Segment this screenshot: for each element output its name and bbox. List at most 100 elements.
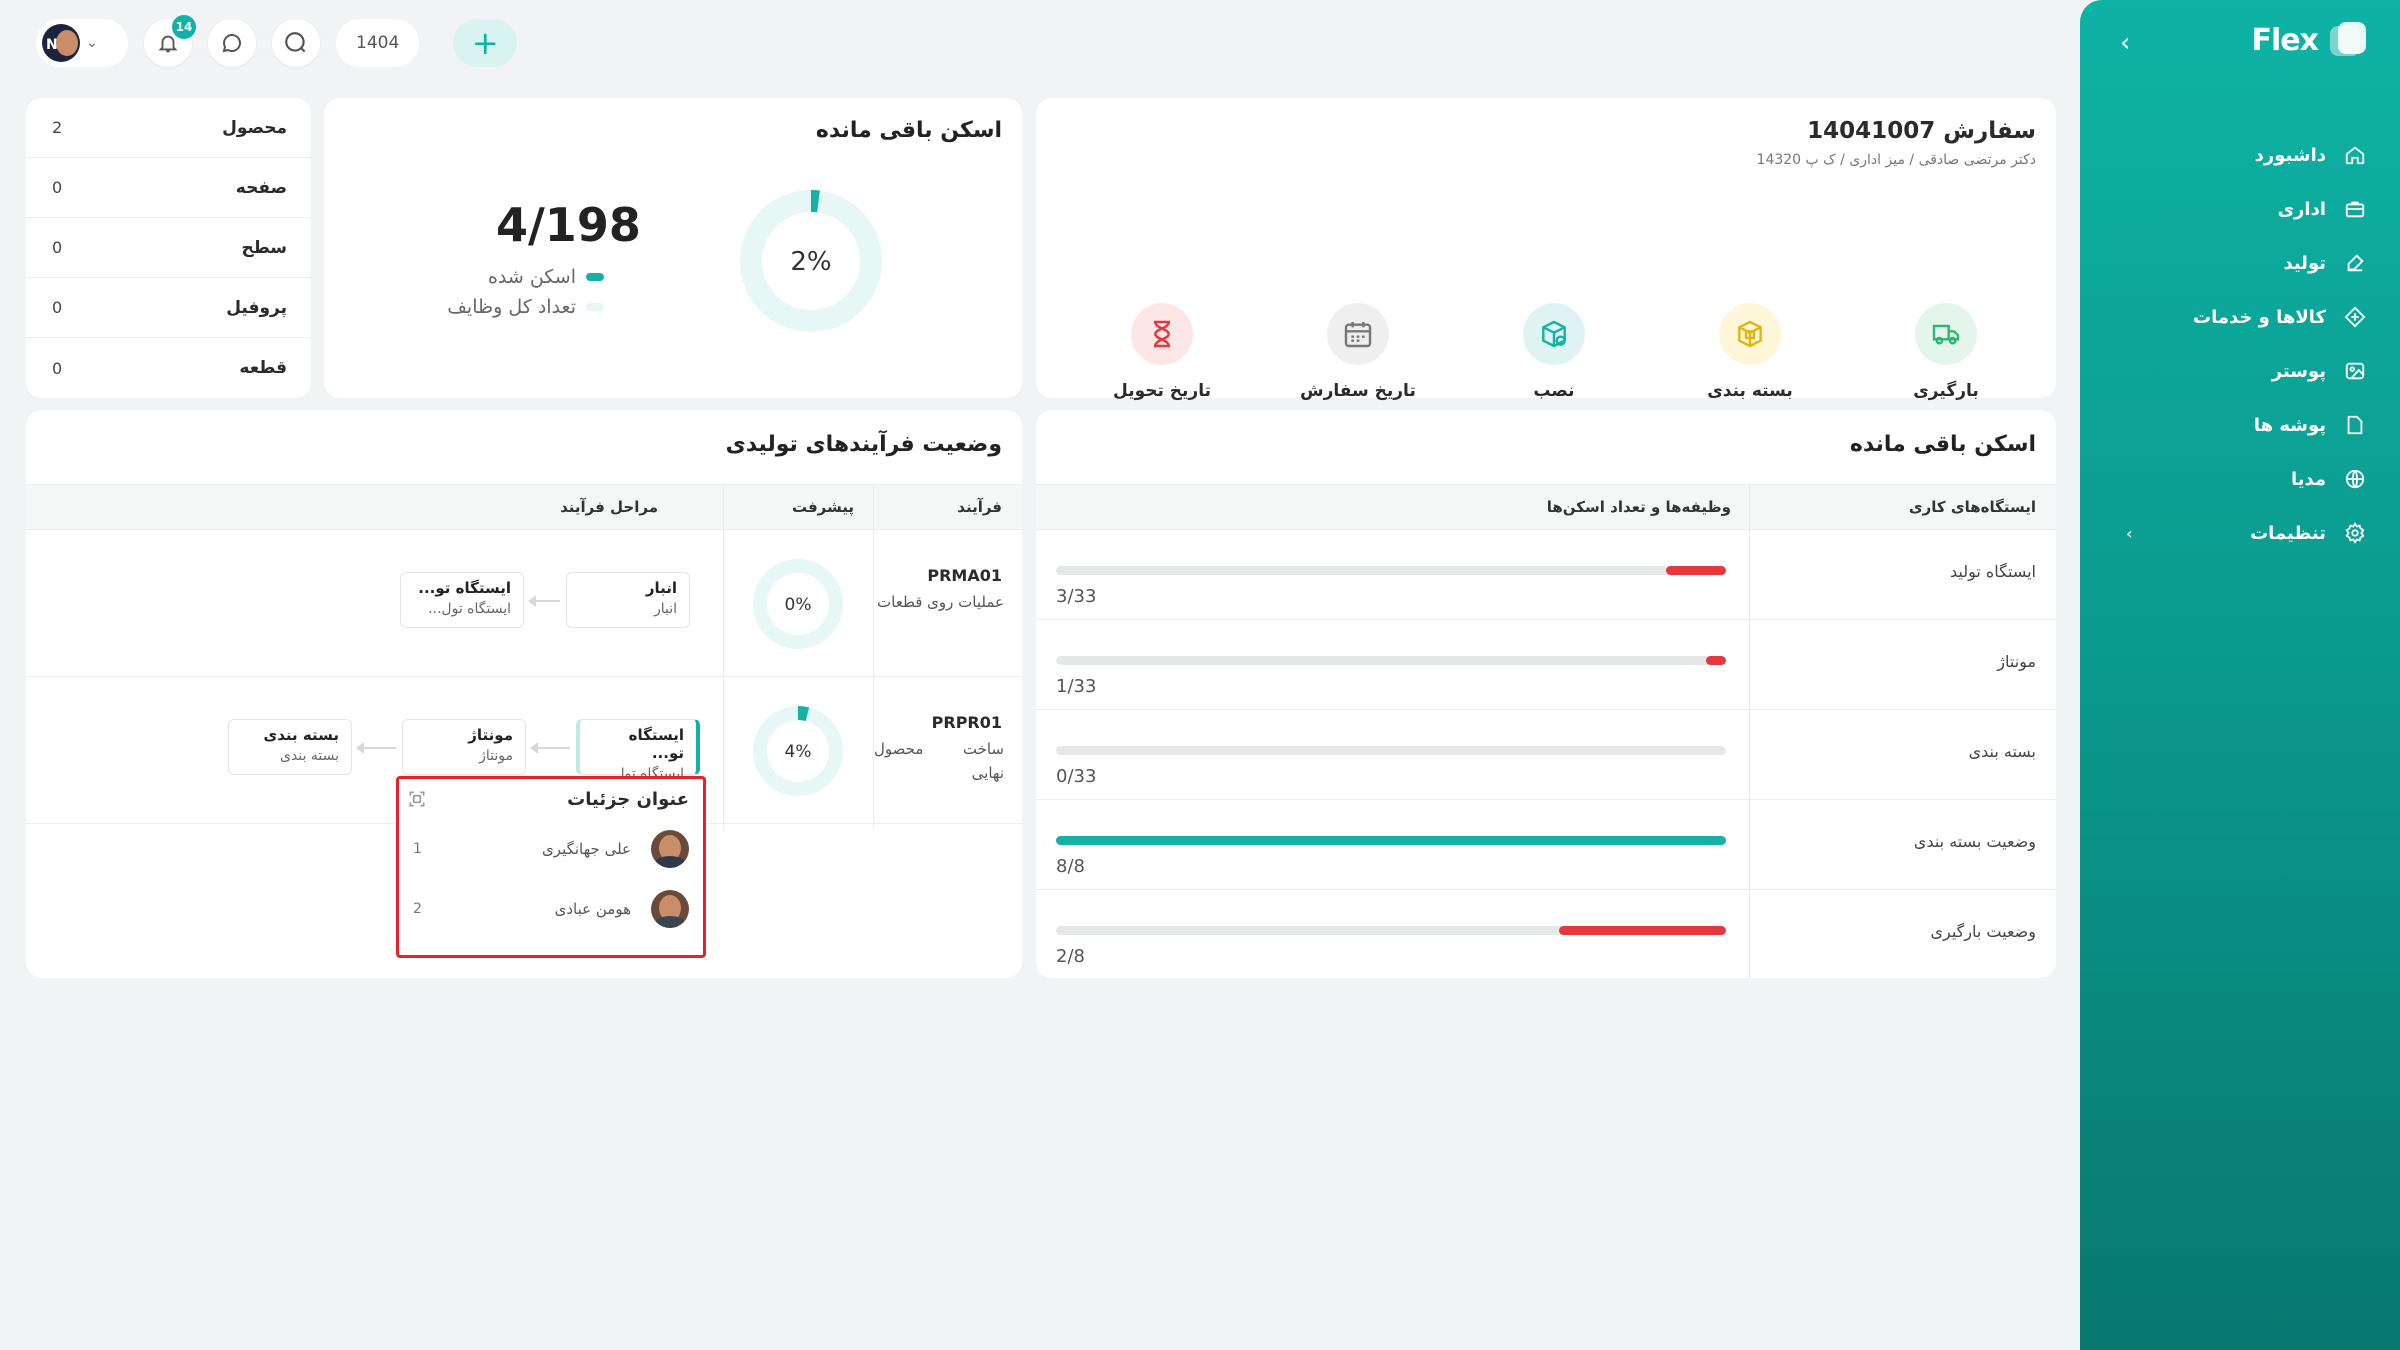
- process-row: PRMA01 عملیات روی قطعات 0% انبار انبار ایستگا…: [26, 530, 1022, 677]
- avatar: N: [42, 24, 80, 62]
- sidebar-item-label: تنظیمات: [2250, 522, 2326, 544]
- process-code: PRPR01: [931, 713, 1002, 732]
- install-icon: [1542, 320, 1566, 348]
- count-value: 0: [52, 238, 63, 257]
- media-icon: [2345, 469, 2365, 489]
- products-icon: [2344, 306, 2366, 328]
- sidebar-item-folders[interactable]: پوشه ها: [2126, 398, 2366, 452]
- popup-user-name: هومن عبادی: [554, 900, 631, 918]
- process-step-node[interactable]: بسته بندی بسته بندی: [228, 719, 352, 775]
- scan-summary-title: اسکن باقی مانده: [815, 118, 1002, 143]
- sidebar-item-poster[interactable]: پوستر: [2126, 344, 2366, 398]
- sidebar-collapse-button[interactable]: ‹: [2120, 28, 2131, 58]
- order-subtitle: دکتر مرتضی صادقی / میز اداری / ک پ 14320: [1756, 152, 2036, 168]
- count-row[interactable]: 0 قطعه: [26, 338, 311, 398]
- col-steps: مراحل فرآیند: [560, 498, 658, 516]
- station-value: 8/8: [1056, 856, 1085, 877]
- sidebar-item-production[interactable]: تولید: [2126, 236, 2366, 290]
- order-title: سفارش 14041007: [1807, 118, 2036, 144]
- logo-icon: [2330, 22, 2366, 58]
- station-progress-track: [1056, 836, 1726, 845]
- sidebar-item-media[interactable]: مدیا: [2126, 452, 2366, 506]
- logo: Flex: [2252, 22, 2366, 58]
- count-row[interactable]: 0 پروفیل: [26, 278, 311, 338]
- row-divider: [26, 676, 1022, 677]
- user-menu[interactable]: N ⌄: [36, 19, 128, 67]
- sidebar-nav: داشبورد اداری تولید کالاها و خدمات پوستر…: [2126, 128, 2366, 560]
- sidebar-item-dashboard[interactable]: داشبورد: [2126, 128, 2366, 182]
- search-button[interactable]: [272, 19, 320, 67]
- node-sub: ایستگاه تول...: [428, 601, 511, 617]
- chat-icon: [222, 34, 241, 53]
- node-title: ایستگاه تو...: [628, 726, 684, 762]
- column-divider: [723, 484, 724, 830]
- sidebar-item-label: پوشه ها: [2253, 414, 2326, 436]
- node-sub: بسته بندی: [280, 748, 339, 764]
- settings-icon: [2345, 522, 2365, 544]
- node-title: مونتاژ: [468, 726, 513, 744]
- count-row[interactable]: 0 سطح: [26, 218, 311, 278]
- production-icon: [2347, 254, 2364, 272]
- station-progress-track: [1056, 656, 1726, 665]
- column-divider: [1749, 484, 1750, 978]
- process-step-node[interactable]: ایستگاه تو... ایستگاه تول...: [576, 719, 700, 782]
- count-row[interactable]: 2 محصول: [26, 98, 311, 158]
- station-row: بسته بندی 0/33: [1036, 710, 2056, 800]
- scan-summary-card: اسکن باقی مانده 2% 4/198 اسکن شده تعداد …: [324, 98, 1022, 398]
- popup-row[interactable]: علی جهانگیری 1: [413, 827, 689, 871]
- row-divider: [1036, 799, 2056, 800]
- sidebar-item-label: پوستر: [2271, 360, 2326, 382]
- counts-card: 2 محصول 0 صفحه 0 سطح 0 پروفیل 0 قطعه: [26, 98, 311, 398]
- poster-icon: [2345, 362, 2365, 380]
- scan-icon[interactable]: [407, 789, 427, 809]
- station-name: بسته بندی: [1968, 742, 2036, 761]
- column-divider: [873, 484, 874, 830]
- hourglass-icon: [1154, 320, 1170, 348]
- station-name: مونتاژ: [1997, 652, 2036, 671]
- process-percent: 0%: [785, 595, 812, 615]
- stations-card: اسکن باقی مانده ایستگاه‌های کاری وظیفه‌ه…: [1036, 410, 2056, 978]
- year-selector[interactable]: 1404: [336, 19, 420, 67]
- chat-button[interactable]: [208, 19, 256, 67]
- sidebar-item-settings[interactable]: تنظیمات ‹: [2126, 506, 2366, 560]
- stations-table-header: [1036, 484, 2056, 530]
- avatar: [651, 830, 689, 868]
- chevron-left-icon[interactable]: ‹: [2126, 523, 2133, 543]
- process-arrow: [530, 742, 570, 754]
- notification-badge: 14: [172, 15, 196, 39]
- process-step-node[interactable]: انبار انبار: [566, 572, 690, 628]
- step-icon-circle: [1719, 303, 1781, 365]
- count-label: سطح: [241, 237, 287, 258]
- scan-percent-label: 2%: [790, 247, 831, 277]
- sidebar-item-office[interactable]: اداری: [2126, 182, 2366, 236]
- step-icon-circle: [1523, 303, 1585, 365]
- legend-label: اسکن شده: [487, 266, 576, 288]
- process-desc: ساخت محصول نهایی: [874, 740, 1004, 782]
- sidebar-item-products[interactable]: کالاها و خدمات: [2126, 290, 2366, 344]
- col-progress: پیشرفت: [791, 498, 854, 516]
- process-percent: 4%: [785, 742, 812, 762]
- process-desc: عملیات روی قطعات: [877, 593, 1004, 611]
- process-progress-ring: 0%: [753, 559, 843, 649]
- col-tasks: وظیفه‌ها و تعداد اسکن‌ها: [1546, 498, 1731, 516]
- legend-scanned: اسکن شده: [464, 266, 604, 288]
- notifications-button[interactable]: 14: [144, 15, 196, 67]
- popup-row[interactable]: هومن عبادی 2: [413, 887, 689, 931]
- row-divider: [1036, 709, 2056, 710]
- station-progress-track: [1056, 926, 1726, 935]
- sidebar-item-label: کالاها و خدمات: [2193, 306, 2326, 328]
- node-sub: مونتاژ: [479, 748, 513, 764]
- scan-value: 4/198: [496, 198, 641, 252]
- row-divider: [1036, 619, 2056, 620]
- process-step-node[interactable]: مونتاژ مونتاژ: [402, 719, 526, 775]
- process-step-node[interactable]: ایستگاه تو... ایستگاه تول...: [400, 572, 524, 628]
- count-value: 2: [52, 118, 63, 137]
- station-row: وضعیت بارگیری 2/8: [1036, 890, 2056, 978]
- add-button[interactable]: +: [453, 19, 518, 67]
- calendar-icon: [1344, 322, 1372, 348]
- process-progress-ring: 4%: [753, 706, 843, 796]
- station-value: 3/33: [1056, 586, 1097, 607]
- count-row[interactable]: 0 صفحه: [26, 158, 311, 218]
- station-row: مونتاژ 1/33: [1036, 620, 2056, 710]
- bell-icon: [158, 35, 178, 53]
